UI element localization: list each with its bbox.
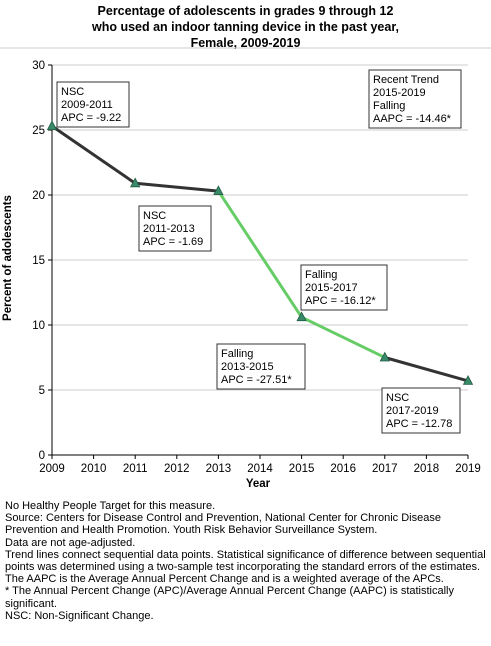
y-tick-label: 5: [39, 385, 45, 397]
annotation-text: Falling: [373, 100, 405, 112]
x-tick-label: 2012: [164, 463, 190, 475]
annotation-text: 2017-2019: [386, 405, 439, 417]
annotation-text: NSC: [61, 86, 84, 98]
annotation-box: [368, 69, 462, 129]
line-chart: 0 5 10 15 20 25 30 2009 2010 2011 2012 2013 2014 2015…: [0, 47, 491, 490]
x-tick-label: 2019: [455, 463, 481, 475]
y-tick-label: 25: [32, 125, 45, 137]
annotation-text: AAPC = -14.46*: [373, 113, 452, 125]
annotation-text: APC = -9.22: [61, 112, 121, 124]
y-tick-label: 10: [32, 320, 45, 332]
annotation-text: 2015-2019: [373, 87, 426, 99]
x-tick-label: 2017: [372, 463, 398, 475]
note-age-adjusted: Data are not age-adjusted.: [5, 536, 136, 549]
x-axis-label: Year: [246, 478, 271, 490]
data-point-marker: [213, 185, 224, 196]
annotation-box: [56, 81, 130, 128]
annotation-text: NSC: [386, 392, 409, 404]
annotation-text: Falling: [221, 348, 253, 360]
x-tick-label: 2014: [247, 463, 273, 475]
data-point-marker: [462, 375, 474, 385]
x-tick-label: 2013: [206, 463, 232, 475]
trend-segment: [133, 181, 220, 193]
note-aapc: The AAPC is the Average Annual Percent C…: [5, 573, 444, 586]
chart-title-line-3: Female, 2009-2019: [190, 36, 301, 50]
note-source: Source: Centers for Disease Control and …: [5, 512, 441, 537]
x-tick-label: 2011: [123, 463, 148, 475]
trend-segment: [216, 189, 304, 319]
chart-title-line-1: Percentage of adolescents in grades 9 th…: [97, 4, 394, 18]
data-point-marker: [130, 177, 141, 188]
annotation-text: APC = -27.51*: [221, 374, 292, 386]
chart-title: Percentage of adolescents in grades 9 th…: [0, 3, 491, 51]
note-significance: * The Annual Percent Change (APC)/Averag…: [5, 585, 455, 610]
annotation-text: APC = -1.69: [143, 236, 203, 248]
trend-segment: [383, 356, 470, 383]
trend-segment: [50, 124, 137, 185]
chart-title-line-2: who used an indoor tanning device in the…: [91, 20, 399, 34]
annotation-text: NSC: [143, 210, 166, 222]
note-nsc: NSC: Non-Significant Change.: [5, 609, 154, 622]
notes: No Healthy People Target for this measur…: [5, 500, 489, 622]
annotation-text: 2015-2017: [305, 282, 358, 294]
x-tick-label: 2018: [414, 463, 440, 475]
annotation-text: 2013-2015: [221, 361, 274, 373]
annotation-text: APC = -12.78: [386, 418, 452, 430]
annotation-box: [381, 387, 461, 434]
x-tick-label: 2010: [81, 463, 107, 475]
annotation-text: 2009-2011: [61, 99, 113, 111]
annotation-box: [216, 343, 306, 390]
note-target: No Healthy People Target for this measur…: [5, 500, 216, 512]
annotation-box: [300, 264, 388, 311]
data-point-marker: [296, 311, 307, 322]
data-point-marker: [46, 120, 58, 131]
trend-segment: [300, 315, 387, 359]
note-trend-lines: Trend lines connect sequential data poin…: [5, 548, 486, 574]
x-tick-label: 2016: [330, 463, 356, 475]
y-tick-label: 20: [32, 190, 45, 202]
y-tick-label: 0: [39, 450, 45, 462]
y-tick-label: 15: [32, 255, 45, 267]
annotation-text: APC = -16.12*: [305, 295, 376, 307]
x-tick-label: 2015: [289, 463, 315, 475]
x-tick-label: 2009: [39, 463, 65, 475]
grid: [52, 64, 468, 391]
annotation-text: 2011-2013: [143, 223, 195, 235]
annotation-text: Recent Trend: [373, 74, 439, 86]
y-tick-label: 30: [32, 60, 45, 72]
annotation-text: Falling: [305, 269, 337, 281]
y-axis-label: Percent of adolescents: [2, 195, 14, 321]
annotation-box: [138, 205, 212, 252]
data-point-marker: [379, 351, 390, 362]
series: [46, 120, 474, 385]
